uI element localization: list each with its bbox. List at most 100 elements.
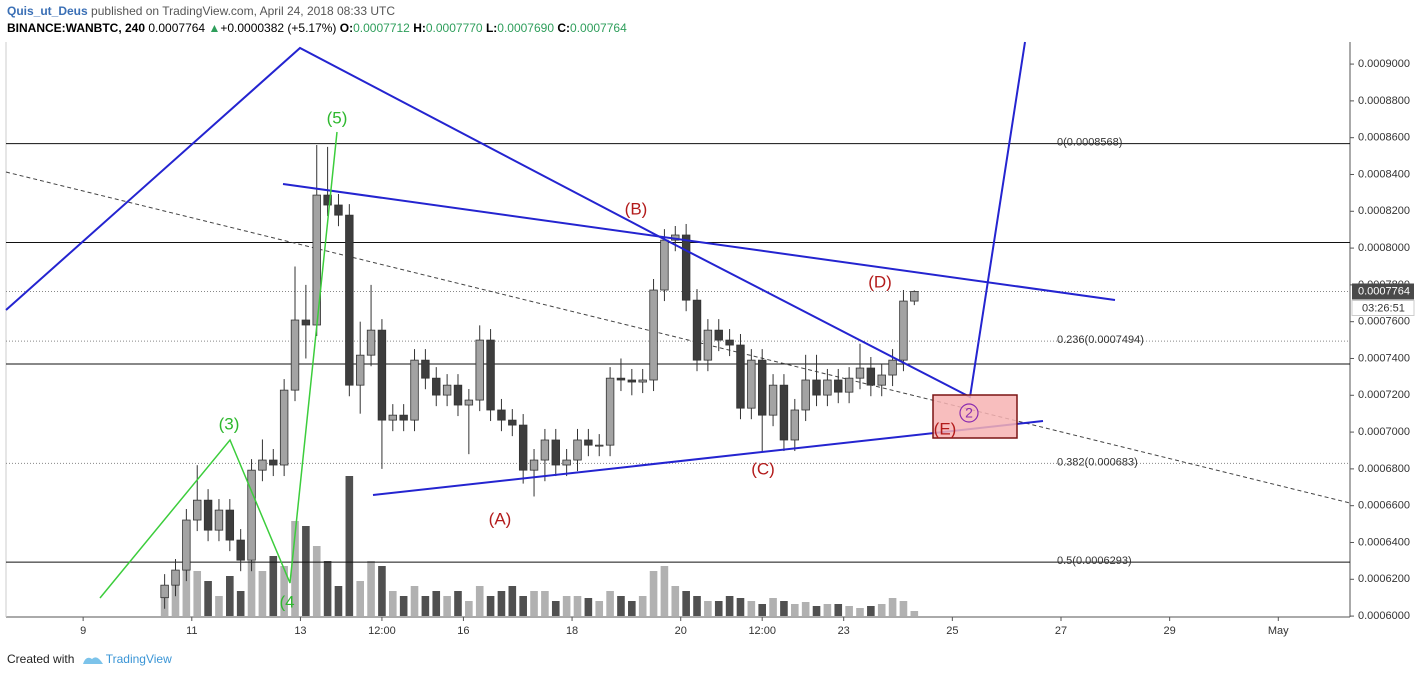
symbol: BINANCE:WANBTC, 240 (7, 21, 146, 35)
volume-bar (682, 591, 690, 616)
volume-bar (280, 566, 288, 616)
x-tick-label: 25 (946, 625, 958, 637)
brand[interactable]: TradingView (105, 652, 172, 666)
volume-bar (573, 596, 582, 616)
candle-body (399, 414, 408, 421)
candle-body (714, 329, 723, 341)
fib-label: 0.382(0.000683) (1057, 456, 1138, 468)
volume-bar (649, 571, 658, 616)
volume-bar (747, 601, 756, 616)
candle-body (160, 584, 169, 599)
volume-bar (367, 561, 375, 616)
candle-body (660, 239, 669, 291)
y-tick-label: 0.0007000 (1358, 426, 1410, 438)
author[interactable]: Quis_ut_Deus (7, 4, 88, 18)
candle-body (551, 439, 560, 466)
candle-body (866, 367, 876, 386)
volume-bar (226, 576, 234, 616)
candle-body (736, 344, 745, 409)
volume-bar (497, 591, 506, 616)
volume-bar (454, 591, 462, 616)
volume-bar (258, 571, 267, 616)
volume-bar (345, 476, 354, 616)
candle-body (258, 459, 267, 471)
candle-body (171, 569, 180, 586)
candle-body (562, 459, 571, 466)
volume-bar (584, 598, 593, 616)
volume-bar (334, 586, 343, 616)
x-tick-label: 23 (838, 625, 850, 637)
candle-body (801, 379, 810, 411)
candle-body (290, 319, 300, 391)
header-line-2: BINANCE:WANBTC, 240 0.0007764 ▲+0.000038… (7, 21, 627, 35)
volume-bar (269, 556, 278, 616)
volume-bar (247, 561, 256, 616)
x-tick-label: 11 (186, 625, 197, 637)
candle-body (877, 374, 886, 386)
candle-body (573, 439, 582, 461)
volume-bar (378, 566, 386, 616)
candle-body (779, 384, 789, 441)
x-tick-label: 12:00 (368, 625, 396, 637)
candle-body (323, 194, 332, 206)
volume-bar (899, 601, 908, 616)
volume-bar (693, 596, 701, 616)
volume-bar (671, 586, 680, 616)
volume-bar (617, 596, 625, 616)
volume-bar (606, 591, 614, 616)
candle-body (366, 329, 376, 356)
candle-body (681, 234, 691, 301)
candle-body (595, 444, 604, 447)
candle-body (421, 359, 430, 379)
countdown: 03:26:51 (1362, 302, 1405, 314)
volume-bar (877, 604, 886, 616)
h: 0.0007770 (425, 21, 483, 35)
candle-body (279, 389, 289, 466)
countdown-box (1351, 300, 1415, 317)
candle-body (475, 339, 484, 401)
change: +0.0000382 (+5.17%) (220, 21, 337, 35)
candle-body (584, 439, 593, 446)
footer: Created with TradingView (7, 651, 172, 666)
candle-body (214, 509, 224, 531)
volume-bar (356, 581, 365, 616)
candle-body (203, 499, 213, 531)
candle-body (627, 379, 637, 383)
volume-bar (519, 596, 527, 616)
candle-body (518, 424, 528, 471)
l: 0.0007690 (497, 21, 554, 35)
candle-body (193, 499, 202, 521)
volume-bar (312, 546, 321, 616)
candle-body (910, 291, 919, 302)
candle-body (768, 384, 778, 416)
y-tick-label: 0.0008200 (1358, 205, 1410, 217)
x-tick-label: 16 (457, 625, 469, 637)
volume-bar (421, 596, 430, 616)
volume-bar (856, 608, 864, 616)
volume-bar (638, 596, 647, 616)
volume-bar (215, 596, 223, 616)
fib-label: 0.236(0.0007494) (1057, 334, 1144, 346)
candle-body (388, 414, 397, 421)
volume-bar (758, 604, 767, 616)
candle-body (225, 509, 235, 541)
published: published on TradingView.com, April 24, … (91, 4, 396, 18)
green-wave (99, 131, 338, 599)
x-tick-label: 13 (294, 625, 306, 637)
volume-bar (530, 591, 538, 616)
candle-body (747, 359, 756, 409)
y-tick-label: 0.0008600 (1358, 132, 1410, 144)
target-box (932, 394, 1018, 439)
candle-body (182, 519, 191, 571)
volume-bar (714, 601, 723, 616)
x-tick-label: May (1268, 625, 1289, 637)
y-tick-label: 0.0006200 (1358, 573, 1410, 585)
volume-bar (508, 586, 517, 616)
header-line-1: Quis_ut_Deus published on TradingView.co… (7, 4, 395, 18)
label-e: (E) (934, 419, 957, 438)
candle-body (236, 539, 245, 561)
price-label: 0.0007764 (1358, 285, 1410, 297)
candle-body (508, 419, 517, 426)
candles (160, 145, 919, 609)
